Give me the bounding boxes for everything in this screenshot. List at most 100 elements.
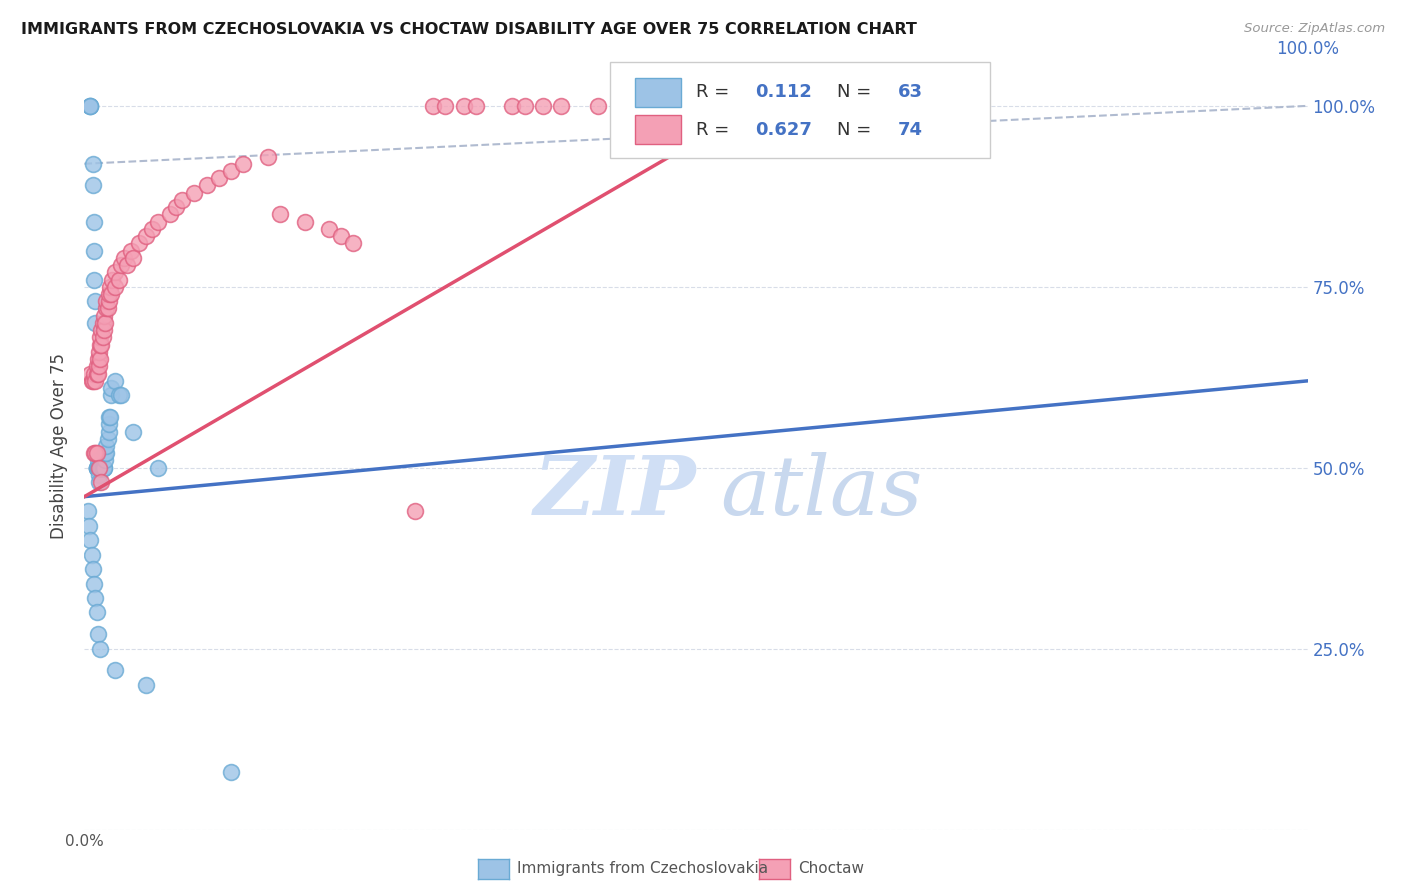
Point <box>100 381 122 395</box>
Point <box>90 323 112 337</box>
Point <box>122 251 145 265</box>
Text: R =: R = <box>696 83 735 101</box>
Point <box>330 229 353 244</box>
Point <box>101 272 124 286</box>
Point <box>86 359 108 374</box>
Point <box>93 323 115 337</box>
Point <box>93 460 115 475</box>
Point <box>89 337 111 351</box>
Point <box>79 99 101 113</box>
Point <box>97 432 120 446</box>
Point <box>77 504 100 518</box>
Point <box>112 251 135 265</box>
Point <box>86 460 108 475</box>
Point <box>135 229 157 244</box>
Point <box>120 244 142 258</box>
FancyBboxPatch shape <box>610 62 990 158</box>
Point <box>82 178 104 193</box>
Point <box>104 374 127 388</box>
Point <box>83 244 105 258</box>
Point <box>87 460 110 475</box>
Point <box>90 460 112 475</box>
Point <box>128 236 150 251</box>
Point <box>91 460 114 475</box>
Point <box>87 367 110 381</box>
Point <box>122 425 145 439</box>
Point <box>79 533 101 547</box>
FancyBboxPatch shape <box>636 114 682 144</box>
Point <box>110 258 132 272</box>
Point <box>172 193 194 207</box>
Point <box>636 99 658 113</box>
Text: N =: N = <box>837 83 870 101</box>
Point <box>90 337 112 351</box>
Point <box>96 439 118 453</box>
Point <box>83 272 105 286</box>
Point <box>96 301 118 316</box>
Point <box>257 149 280 163</box>
Text: Immigrants from Czechoslovakia: Immigrants from Czechoslovakia <box>517 862 769 876</box>
Point <box>89 460 111 475</box>
Point <box>96 446 118 460</box>
Point <box>434 99 457 113</box>
Point <box>342 236 364 251</box>
Point <box>91 460 114 475</box>
Point <box>97 294 120 309</box>
Point <box>89 460 111 475</box>
Point <box>86 460 108 475</box>
Point <box>86 446 108 460</box>
Point <box>464 99 486 113</box>
Point <box>87 460 110 475</box>
Point <box>82 562 104 576</box>
Point <box>90 475 112 490</box>
Point <box>87 460 110 475</box>
Text: 0.112: 0.112 <box>755 83 811 101</box>
Point <box>104 265 127 279</box>
Point <box>91 460 114 475</box>
Point <box>513 99 536 113</box>
Point <box>84 374 107 388</box>
Point <box>87 352 110 367</box>
Point <box>82 157 104 171</box>
Point <box>115 258 138 272</box>
Text: N =: N = <box>837 121 870 139</box>
Text: atlas: atlas <box>720 452 922 532</box>
Point <box>612 99 634 113</box>
Point <box>100 388 122 402</box>
Point <box>96 294 118 309</box>
Point <box>94 446 117 460</box>
Point <box>90 460 112 475</box>
Point <box>672 99 695 113</box>
Point <box>100 287 122 301</box>
Point <box>97 410 120 425</box>
Point <box>83 576 105 591</box>
Text: 74: 74 <box>898 121 922 139</box>
Point <box>87 345 110 359</box>
Point <box>94 453 117 467</box>
Point <box>586 99 609 113</box>
Point <box>86 460 108 475</box>
Point <box>208 171 231 186</box>
Point <box>79 99 101 113</box>
Point <box>219 164 242 178</box>
Point <box>89 460 111 475</box>
Point <box>183 186 205 200</box>
Point <box>195 178 218 193</box>
Point <box>79 367 101 381</box>
Point <box>104 280 127 294</box>
Point <box>453 99 475 113</box>
Point <box>80 548 103 562</box>
Text: Choctaw: Choctaw <box>799 862 865 876</box>
Text: ZIP: ZIP <box>533 452 696 532</box>
Point <box>269 207 291 221</box>
Point <box>83 446 105 460</box>
Point <box>94 316 117 330</box>
Point <box>84 591 107 605</box>
Point <box>87 460 110 475</box>
Point <box>93 460 115 475</box>
Point <box>159 207 181 221</box>
Point <box>91 316 114 330</box>
Point <box>165 200 187 214</box>
Point <box>86 460 108 475</box>
Point <box>141 222 163 236</box>
